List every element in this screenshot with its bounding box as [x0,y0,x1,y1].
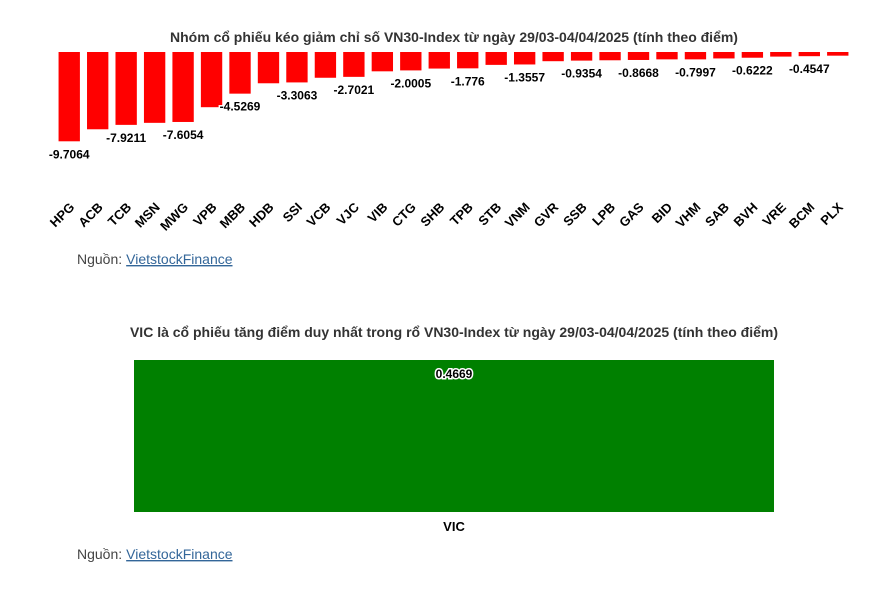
value-label: -7.6054 [163,128,204,142]
x-tick-label: GVR [531,199,562,230]
value-label: -1.776 [451,74,485,88]
bar [257,52,280,84]
x-tick-label: HPG [47,200,78,231]
x-tick-label: VIC [443,519,465,534]
x-tick-label: BVH [730,200,760,230]
bar [798,52,820,57]
x-tick-label: MBB [217,200,249,232]
x-tick-label: CTG [389,200,419,230]
bar [143,52,166,123]
bar [713,52,735,59]
source-link[interactable]: VietstockFinance [126,546,233,562]
bar [513,52,536,65]
x-tick-label: MSN [132,200,163,231]
x-tick-label: LPB [589,200,618,229]
value-label: -0.9354 [561,67,602,81]
source-label: Nguồn: [77,546,122,562]
bar [827,52,849,56]
x-tick-label: PLX [817,199,846,228]
bar [87,52,109,130]
x-tick-label: TPB [447,200,476,229]
x-tick-label: BCM [786,200,818,232]
x-tick-label: SSB [560,200,590,230]
bar [400,52,422,71]
value-label: -0.7997 [675,65,716,79]
bar [428,52,450,69]
x-tick-label: VJC [334,199,363,228]
bar [627,52,650,60]
x-tick-label: VHM [673,200,704,231]
bar [343,52,365,77]
bar [314,52,337,78]
x-tick-label: SAB [702,200,732,230]
value-label: -2.0005 [390,76,431,90]
value-label: 0.4669 [436,367,473,381]
x-tick-label: SHB [417,200,447,230]
bar [58,52,80,142]
bar [115,52,137,125]
value-label: -1.3557 [504,70,545,84]
bar [599,52,621,61]
x-tick-label: ACB [75,200,106,231]
x-tick-label: MWG [157,200,191,234]
x-tick-label: BID [649,200,675,226]
x-tick-label: TCB [105,200,134,229]
bar [371,52,394,72]
value-label: -0.6222 [732,64,773,78]
bar [485,52,507,65]
bar [172,52,194,122]
chart-title: Nhóm cổ phiếu kéo giảm chỉ số VN30-Index… [170,29,738,45]
bar [656,52,678,60]
bar [134,360,774,512]
bar [570,52,593,61]
bar [200,52,223,108]
bar [229,52,251,94]
bar [684,52,707,60]
x-tick-label: HDB [246,200,277,231]
bar [286,52,308,83]
value-label: -7.9211 [106,131,146,145]
chart-title: VIC là cổ phiếu tăng điểm duy nhất trong… [130,324,778,340]
bar [542,52,564,62]
value-label: -2.7021 [334,83,375,97]
value-label: -0.8668 [618,66,659,80]
value-label: -3.3063 [277,88,318,102]
x-tick-label: STB [475,200,504,229]
value-label: -0.4547 [789,62,830,76]
x-tick-label: SSI [280,200,305,225]
source-link[interactable]: VietstockFinance [126,251,233,267]
value-label: -4.5269 [220,100,261,114]
x-tick-label: VRE [759,199,789,229]
value-label: -9.7064 [49,147,90,161]
x-tick-label: VCB [304,200,334,230]
x-tick-label: VNM [502,200,533,231]
x-tick-label: GAS [616,199,647,230]
x-tick-label: VIB [365,200,391,226]
x-tick-label: VPB [190,200,220,230]
bar [741,52,764,58]
bar [457,52,479,69]
bar [770,52,792,57]
source-label: Nguồn: [77,251,122,267]
